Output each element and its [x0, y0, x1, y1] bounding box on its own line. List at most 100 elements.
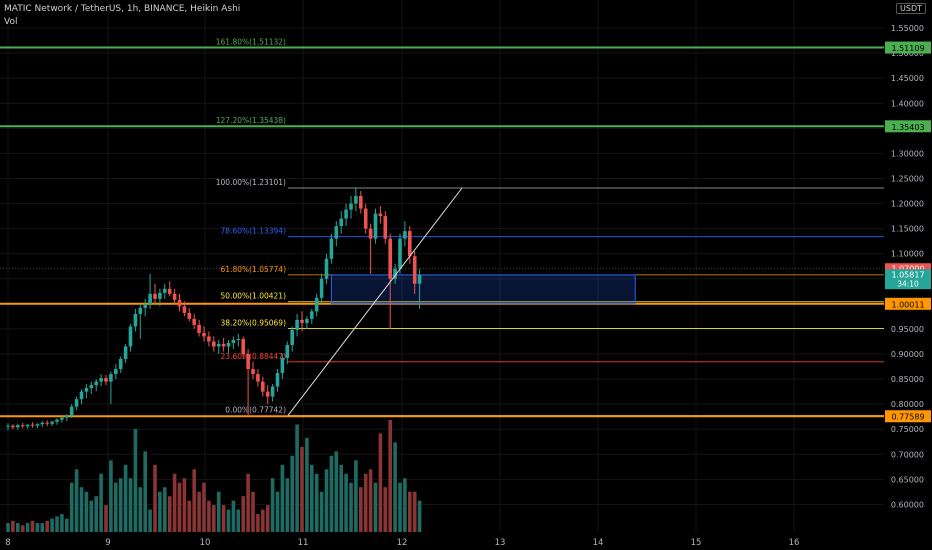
volume-bar — [349, 482, 353, 532]
candle-body — [212, 341, 216, 347]
candle-body — [241, 338, 245, 354]
volume-bar — [256, 514, 260, 532]
candle-body — [329, 238, 334, 259]
price-axis-level-tag-text: 1.00011 — [891, 300, 924, 309]
candle-body — [104, 378, 108, 382]
candle-body — [167, 288, 172, 294]
fib-level-label: 161.80%(1.51132) — [216, 37, 286, 46]
volume-bar — [241, 496, 245, 532]
candle-body — [50, 421, 54, 424]
candle-body — [349, 203, 353, 210]
currency-badge[interactable]: USDT — [896, 3, 926, 14]
volume-bar — [246, 473, 250, 532]
price-axis-level-tag-text: 1.35403 — [891, 123, 924, 132]
range-box — [330, 274, 636, 305]
candle-body — [35, 424, 40, 426]
price-axis-level-tag-text: 1.51109 — [891, 44, 924, 53]
candle-body — [118, 359, 123, 370]
candle-body — [25, 424, 30, 427]
volume-bar — [403, 478, 407, 532]
candle-body — [138, 307, 143, 314]
volume-bar — [363, 473, 368, 532]
volume-bar — [290, 455, 294, 532]
time-axis-tick: 12 — [397, 538, 408, 548]
candle-body — [417, 274, 422, 284]
price-axis-tick: 0.90000 — [891, 350, 924, 359]
volume-bar — [216, 491, 221, 532]
volume-bar — [236, 509, 241, 532]
candle-body — [65, 415, 69, 418]
volume-bar — [148, 509, 152, 532]
candle-body — [373, 213, 378, 239]
price-axis-tick: 0.95000 — [891, 325, 924, 334]
time-axis-background — [0, 532, 932, 550]
volume-bar — [207, 500, 211, 532]
volume-bar — [314, 473, 319, 532]
candle-body — [256, 374, 260, 382]
volume-bar — [261, 509, 265, 532]
volume-bar — [329, 455, 334, 532]
volume-bar — [319, 491, 324, 532]
volume-bar — [167, 496, 172, 532]
candle-body — [99, 378, 103, 382]
volume-bar — [79, 487, 84, 532]
volume-bar — [275, 491, 280, 532]
fib-level-label: 78.60%(1.13394) — [221, 227, 287, 236]
price-axis-tick: 1.25000 — [891, 174, 924, 183]
price-axis-tick: 1.20000 — [891, 200, 924, 209]
time-axis-tick: 11 — [298, 538, 309, 548]
candle-body — [310, 311, 314, 319]
candle-body — [368, 228, 373, 239]
time-axis-tick: 10 — [200, 538, 211, 548]
candle-body — [378, 213, 383, 217]
volume-bar — [265, 505, 270, 532]
candle-body — [275, 373, 280, 387]
candle-body — [285, 344, 290, 359]
volume-bar — [114, 482, 118, 532]
price-axis-level-tag — [885, 297, 931, 310]
time-axis-tick: 16 — [789, 538, 800, 548]
fib-level-label: 61.80%(1.05774) — [221, 265, 287, 274]
candle-body — [270, 386, 275, 397]
volume-bar — [65, 518, 69, 532]
price-axis-tick: 1.50000 — [891, 49, 924, 58]
price-axis-tick: 1.45000 — [891, 74, 924, 83]
volume-bar — [172, 473, 177, 532]
candle-body — [363, 208, 368, 229]
volume-bar — [20, 525, 25, 532]
candle-body — [339, 218, 343, 227]
volume-bar — [295, 424, 299, 532]
candle-body — [60, 417, 64, 420]
candle-body — [163, 288, 167, 293]
volume-bar — [378, 433, 383, 532]
price-axis-level-tag-text: 0.77589 — [891, 413, 924, 422]
fib-level-label: 23.60%(0.88447) — [221, 352, 287, 361]
price-axis-tick: 1.40000 — [891, 99, 924, 108]
candle-body — [74, 399, 79, 407]
volume-bar — [280, 464, 285, 532]
volume-bar — [158, 491, 162, 532]
volume-bar — [25, 523, 30, 532]
volume-bar — [334, 451, 339, 532]
volume-bar — [6, 523, 10, 532]
candle-body — [226, 342, 231, 347]
time-axis-tick: 15 — [691, 538, 702, 548]
price-axis-tick: 0.70000 — [891, 450, 924, 459]
candle-body — [388, 238, 392, 279]
candle-body — [158, 292, 162, 299]
volume-bar — [383, 487, 388, 532]
candle-body — [334, 226, 339, 239]
price-axis-tick: 1.30000 — [891, 149, 924, 158]
candle-body — [305, 318, 309, 323]
candle-body — [177, 299, 182, 307]
candle-body — [45, 422, 49, 424]
fib-level-label: 127.20%(1.35438) — [216, 116, 286, 125]
price-tag-text: 1.05817 — [891, 271, 924, 280]
volume-bar — [99, 473, 103, 532]
candle-body — [359, 196, 363, 209]
candle-body — [172, 293, 177, 300]
volume-bar — [398, 482, 402, 532]
volume-bar — [133, 428, 138, 532]
